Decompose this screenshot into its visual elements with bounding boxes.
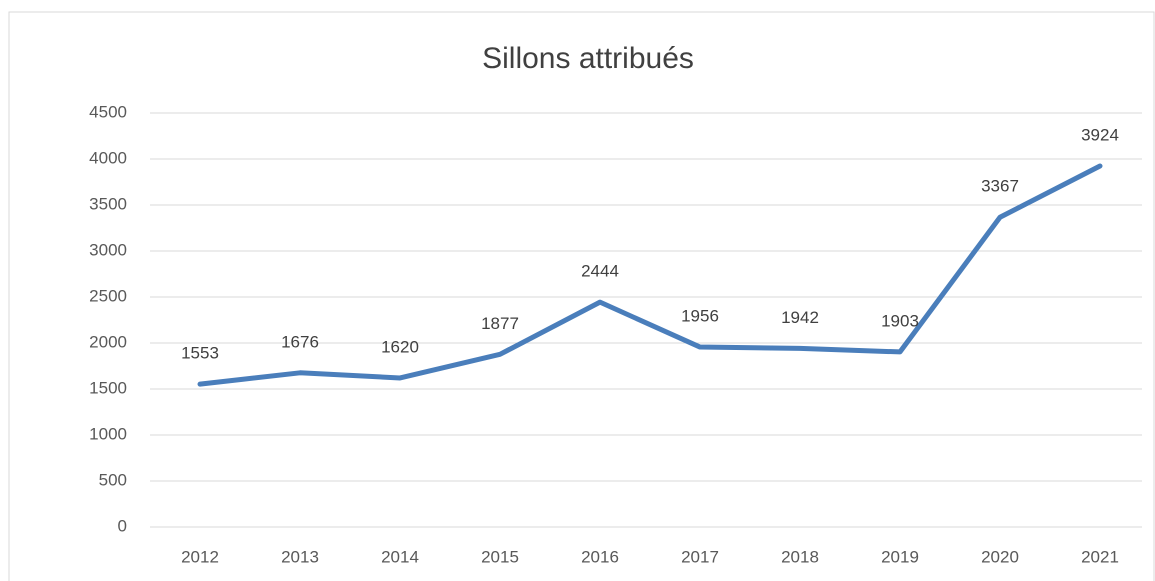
data-label: 1956 (681, 307, 719, 326)
x-tick-label: 2016 (581, 547, 619, 566)
x-tick-label: 2017 (681, 547, 719, 566)
y-tick-label: 1000 (89, 424, 127, 443)
y-tick-label: 4500 (89, 102, 127, 121)
x-tick-label: 2020 (981, 547, 1019, 566)
x-tick-label: 2018 (781, 547, 819, 566)
data-label: 1903 (881, 311, 919, 330)
x-tick-label: 2021 (1081, 547, 1119, 566)
x-tick-label: 2015 (481, 547, 519, 566)
data-line (197, 163, 1103, 387)
data-label: 1877 (481, 314, 519, 333)
chart-title: Sillons attribués (482, 42, 694, 75)
data-label: 1942 (781, 308, 819, 327)
y-tick-label: 3000 (89, 240, 127, 259)
y-tick-label: 2000 (89, 332, 127, 351)
y-tick-label: 500 (99, 470, 127, 489)
y-tick-label: 0 (118, 516, 127, 535)
x-tick-label: 2013 (281, 547, 319, 566)
y-tick-label: 3500 (89, 194, 127, 213)
data-label: 1676 (281, 332, 319, 351)
y-tick-label: 2500 (89, 286, 127, 305)
data-label: 2444 (581, 262, 619, 281)
x-tick-label: 2014 (381, 547, 419, 566)
x-tick-label: 2019 (881, 547, 919, 566)
data-label: 1553 (181, 344, 219, 363)
data-label: 1620 (381, 337, 419, 356)
x-tick-label: 2012 (181, 547, 219, 566)
data-label: 3367 (981, 177, 1019, 196)
data-label: 3924 (1081, 125, 1119, 144)
y-tick-label: 1500 (89, 378, 127, 397)
y-tick-label: 4000 (89, 148, 127, 167)
